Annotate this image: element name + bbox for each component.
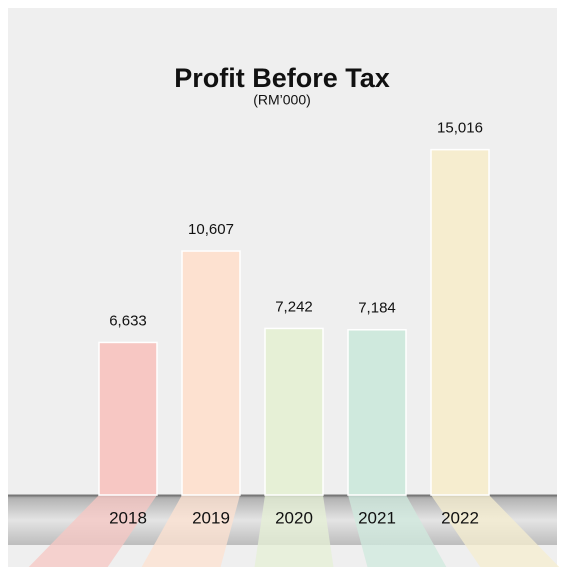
- bar-reflection: [254, 495, 334, 567]
- x-tick-label: 2022: [441, 508, 479, 527]
- value-label: 10,607: [188, 221, 234, 238]
- value-label: 7,184: [358, 300, 396, 317]
- chart-title: Profit Before Tax: [174, 63, 390, 93]
- x-tick-label: 2021: [358, 508, 396, 527]
- bar-reflection: [348, 495, 447, 567]
- bar-reflection: [28, 495, 157, 567]
- bar-reflection: [141, 495, 240, 567]
- bar: [430, 148, 490, 496]
- x-tick-label: 2018: [109, 508, 147, 527]
- chart-subtitle: (RM’000): [253, 92, 311, 108]
- bar: [98, 341, 158, 496]
- x-tick-label: 2019: [192, 508, 230, 527]
- bar: [264, 327, 324, 496]
- value-label: 6,633: [109, 312, 147, 329]
- bar: [181, 250, 241, 496]
- x-tick-label: 2020: [275, 508, 313, 527]
- bar: [347, 329, 407, 496]
- value-label: 15,016: [437, 120, 483, 137]
- bar-reflection: [431, 495, 560, 567]
- value-label: 7,242: [275, 298, 313, 315]
